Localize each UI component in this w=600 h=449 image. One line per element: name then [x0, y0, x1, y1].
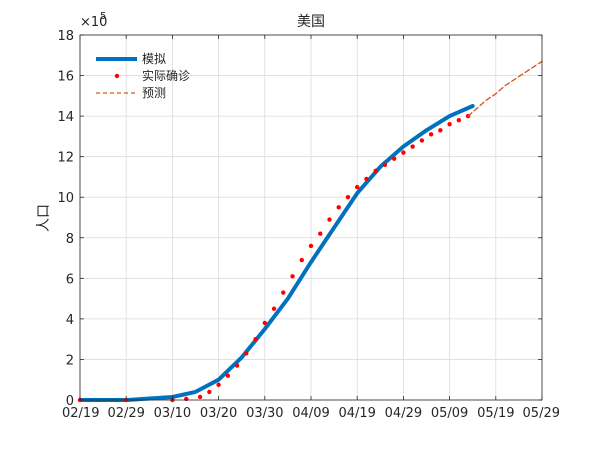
x-tick-label: 03/30 — [246, 406, 283, 421]
actual-data-point — [253, 336, 258, 342]
actual-data-point — [308, 243, 314, 249]
actual-data-point — [419, 138, 425, 143]
y-tick-label: 16 — [57, 70, 74, 85]
forecast-series-line — [467, 60, 543, 117]
x-tick-label: 02/19 — [62, 406, 99, 421]
x-tick-label: 04/19 — [338, 406, 375, 421]
actual-data-point — [234, 363, 240, 368]
y-exponent-power: 5 — [100, 11, 106, 22]
y-tick-label: 14 — [57, 110, 74, 125]
y-tick-label: 12 — [57, 151, 74, 166]
actual-data-point — [336, 205, 341, 210]
actual-data-point — [391, 156, 397, 161]
actual-data-point — [299, 257, 304, 263]
actual-data-point — [382, 162, 388, 167]
x-tick-label: 04/29 — [385, 406, 422, 421]
actual-data-point — [197, 394, 203, 400]
y-tick-label: 0 — [66, 394, 74, 409]
x-tick-label: 03/10 — [154, 406, 191, 421]
actual-data-point — [262, 320, 267, 326]
legend-forecast-label: 预测 — [142, 86, 166, 100]
y-tick-label: 4 — [66, 313, 74, 328]
legend-model-label: 模拟 — [142, 52, 166, 66]
legend-actual-swatch — [114, 73, 120, 79]
y-tick-label: 18 — [57, 29, 74, 44]
actual-data-point — [355, 184, 360, 190]
y-tick-label: 10 — [57, 191, 74, 206]
grid-layer — [79, 34, 543, 401]
legend-actual-label: 实际确诊 — [142, 68, 190, 83]
x-tick-label: 05/29 — [523, 406, 560, 421]
legend: 模拟 实际确诊 预测 — [96, 52, 190, 100]
actual-data-point — [410, 144, 415, 149]
actual-data-point — [428, 132, 434, 137]
actual-data-point — [271, 306, 277, 311]
actual-data-point — [438, 128, 443, 133]
actual-data-point — [281, 290, 286, 295]
y-tick-label: 2 — [66, 353, 74, 368]
actual-data-point — [373, 168, 378, 174]
actual-data-point — [447, 122, 452, 127]
actual-data-point — [318, 231, 323, 236]
actual-data-point — [244, 351, 249, 356]
x-tick-label: 05/09 — [431, 406, 468, 421]
y-tick-label: 6 — [66, 272, 74, 287]
actual-data-point — [225, 373, 231, 378]
actual-data-point — [364, 176, 369, 182]
series-layer — [77, 60, 543, 403]
actual-data-point — [207, 389, 212, 395]
chart-title: 美国 — [297, 14, 325, 30]
x-tick-label: 05/19 — [477, 406, 514, 421]
actual-data-point — [216, 382, 221, 387]
actual-data-point — [345, 195, 351, 200]
tick-layer: 0 2 4 6 8 10 12 14 16 18 02/19 02/29 03/10 03/20 03/30… — [57, 29, 560, 421]
y-exponent-label: ×10 — [80, 15, 107, 30]
x-tick-label: 04/09 — [292, 406, 329, 421]
actual-data-point — [327, 217, 332, 222]
x-tick-label: 03/20 — [200, 406, 237, 421]
model-series-line — [78, 104, 475, 402]
actual-data-point — [456, 117, 462, 123]
actual-data-point — [290, 274, 295, 279]
x-tick-label: 02/29 — [107, 406, 144, 421]
y-axis-label: 人口 — [36, 204, 52, 232]
y-tick-label: 8 — [66, 232, 74, 247]
actual-data-point — [401, 150, 406, 155]
actual-data-point — [184, 396, 189, 402]
